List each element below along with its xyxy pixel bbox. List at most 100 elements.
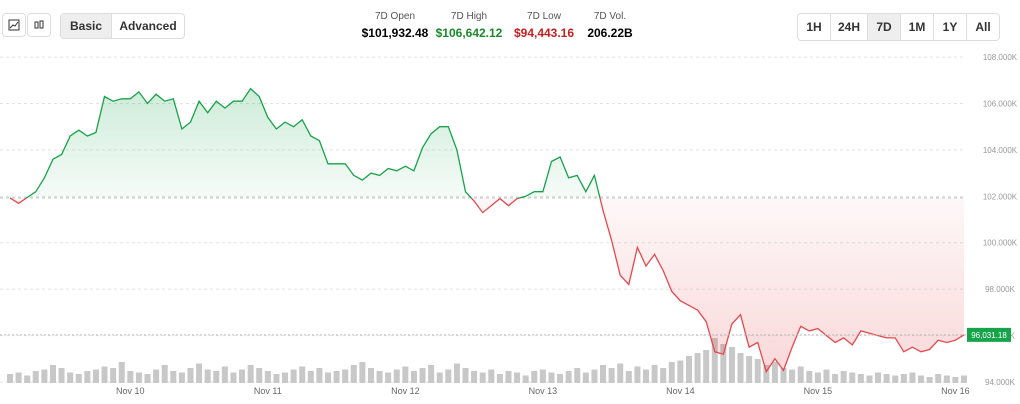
range-selector: 1H 24H 7D 1M 1Y All [797, 13, 1000, 41]
volume-bar [909, 372, 916, 383]
volume-bar [307, 371, 314, 383]
volume-bar [316, 368, 323, 383]
volume-bar [333, 371, 340, 383]
volume-bar [746, 356, 753, 383]
volume-bar [350, 365, 357, 383]
volume-bar [832, 374, 839, 383]
volume-bar [359, 362, 366, 383]
volume-bar [892, 375, 899, 383]
last-price-tag [967, 327, 1011, 342]
volume-bar [926, 377, 933, 383]
x-tick-label: Nov 16 [941, 386, 970, 396]
basic-button[interactable]: Basic [61, 14, 112, 38]
y-tick-label: 102.000K [983, 192, 1018, 201]
price-line [9, 87, 965, 374]
stat-label: 7D Vol. [593, 11, 627, 22]
volume-bar [608, 368, 615, 383]
stat-value: $106,642.12 [435, 26, 503, 40]
volume-bar [196, 363, 203, 383]
y-tick-label: 98.000K [985, 285, 1015, 294]
volume-bar [660, 368, 667, 383]
volume-bar [814, 372, 821, 383]
volume-bar [677, 360, 684, 383]
volume-bar [436, 372, 443, 383]
volume-bar [67, 372, 74, 383]
volume-bar [428, 365, 435, 383]
volume-bar [221, 366, 228, 383]
volume-bar [402, 366, 409, 383]
volume-bar [763, 365, 770, 383]
advanced-button[interactable]: Advanced [119, 19, 177, 33]
volume-bar [952, 377, 959, 383]
line-chart-icon[interactable] [2, 13, 26, 37]
volume-bar [135, 372, 142, 383]
volume-bar [488, 369, 495, 383]
range-button[interactable]: 1Y [934, 14, 967, 40]
volume-bar [711, 338, 718, 383]
volume-bar [728, 347, 735, 383]
volume-bar [505, 371, 512, 383]
x-tick-label: Nov 12 [391, 386, 420, 396]
last-price-label: 96,031.18 [971, 331, 1007, 340]
volume-bar [170, 371, 177, 383]
volume-bar [625, 371, 632, 383]
range-button[interactable]: All [975, 20, 991, 34]
volume-bar [849, 372, 856, 383]
stat: 7D High $106,642.12 [434, 11, 504, 40]
volume-bar [6, 374, 14, 383]
volume-bar [642, 369, 650, 383]
volume-bar [823, 369, 830, 383]
volume-bar [900, 374, 907, 383]
volume-bar [694, 353, 701, 383]
volume-bar [299, 366, 306, 383]
stat-value: 206.22B [587, 26, 633, 40]
volume-bar [264, 371, 271, 383]
volume-bar [41, 369, 48, 383]
volume-bar [651, 365, 658, 383]
volume-bar [419, 368, 426, 383]
y-tick-label: 94.000K [985, 378, 1015, 387]
range-button[interactable]: 7D [868, 14, 901, 40]
volume-bar [367, 368, 374, 383]
volume-bar [703, 350, 710, 383]
range-button[interactable]: 1M [901, 14, 934, 40]
volume-bar [771, 362, 778, 383]
stat: 7D Vol. 206.22B [580, 11, 640, 40]
range-button[interactable]: 24H [831, 14, 868, 40]
toolbar: Basic Advanced 7D Open $101,932.48 7D Hig… [0, 0, 1020, 44]
volume-bar [256, 368, 263, 383]
volume-bar [866, 375, 873, 383]
volume-bar [591, 369, 598, 383]
volume-bar [479, 372, 486, 383]
volume-bar [539, 369, 546, 383]
volume-bar [496, 374, 503, 383]
stat-value: $101,932.48 [361, 26, 429, 40]
range-button[interactable]: 1H [798, 14, 831, 40]
stat: 7D Open $101,932.48 [360, 11, 430, 40]
x-tick-label: Nov 10 [116, 386, 145, 396]
volume-bar [548, 372, 555, 383]
volume-bar [574, 368, 581, 383]
volume-bar [471, 371, 478, 383]
stat: 7D Low $94,443.16 [508, 11, 580, 40]
candle-chart-icon[interactable] [27, 13, 51, 37]
stat-value: $94,443.16 [513, 26, 575, 40]
volume-bar [720, 344, 727, 383]
volume-bar [75, 374, 82, 383]
volume-bar [118, 362, 125, 383]
volume-bar [213, 371, 220, 383]
volume-bar [840, 371, 847, 383]
volume-bar [161, 365, 168, 383]
y-tick-label: 108.000K [983, 53, 1018, 62]
volume-bar [531, 371, 538, 383]
volume-bar [110, 368, 117, 383]
volume-bar [883, 374, 890, 383]
volume-bar [935, 374, 942, 383]
volume-bar [84, 371, 91, 383]
x-tick-label: Nov 11 [254, 386, 282, 396]
volume-bar [737, 353, 744, 383]
y-tick-label: 106.000K [983, 99, 1018, 108]
volume-bar [342, 369, 349, 383]
volume-bar [49, 365, 56, 383]
